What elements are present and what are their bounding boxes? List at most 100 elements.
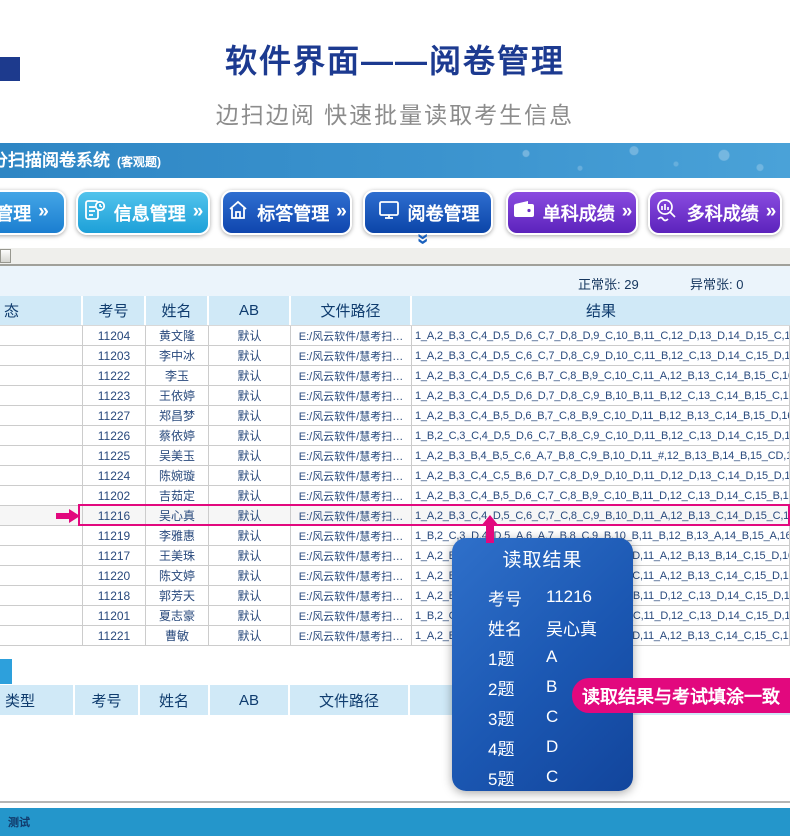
cell-file-path: E:/风云软件/慧考扫…: [291, 466, 412, 485]
table-row[interactable]: 11222 李玉 默认 E:/风云软件/慧考扫… 1_A,2_B,3_C,4_D…: [0, 366, 790, 386]
cell-name: 王美珠: [146, 546, 209, 565]
cell-status: [0, 386, 83, 405]
cell-exam-no: 11204: [83, 326, 146, 345]
cell-status: [0, 526, 83, 545]
table-row[interactable]: 11221 曹敏 默认 E:/风云软件/慧考扫… 1_A,2_B,3_C,4_D…: [0, 626, 790, 646]
cell-file-path: E:/风云软件/慧考扫…: [291, 426, 412, 445]
table-row[interactable]: 11217 王美珠 默认 E:/风云软件/慧考扫… 1_A,2_B,3_C,4_…: [0, 546, 790, 566]
table-row[interactable]: 11224 陈婉璇 默认 E:/风云软件/慧考扫… 1_A,2_B,3_C,4_…: [0, 466, 790, 486]
cell-file-path: E:/风云软件/慧考扫…: [291, 386, 412, 405]
cell-status: [0, 566, 83, 585]
nav-button-info-management[interactable]: 信息管理 »: [76, 190, 210, 235]
cell-result: 1_A,2_B,3_C,4_D,5_D,6_C,7_D,8_D,9_C,10_B…: [412, 326, 790, 345]
cell-file-path: E:/风云软件/慧考扫…: [291, 506, 412, 525]
annotation-callout: 读取结果与考试填涂一致: [572, 678, 790, 713]
nav-button-single-subject-scores[interactable]: 单科成绩 »: [506, 190, 638, 235]
cell-exam-no: 11202: [83, 486, 146, 505]
table-row[interactable]: 11218 郭芳天 默认 E:/风云软件/慧考扫… 1_A,2_B,3_C,4_…: [0, 586, 790, 606]
scan-status-bar: 正常张: 29 异常张: 0: [0, 266, 790, 296]
table-row[interactable]: 11204 黄文隆 默认 E:/风云软件/慧考扫… 1_A,2_B,3_C,4_…: [0, 326, 790, 346]
table-row[interactable]: 11227 郑昌梦 默认 E:/风云软件/慧考扫… 1_A,2_B,3_C,4_…: [0, 406, 790, 426]
cell-status: [0, 506, 83, 525]
cell-name: 李雅惠: [146, 526, 209, 545]
status-bar: 测试: [0, 808, 790, 836]
popup-row-value: D: [546, 737, 559, 756]
table-row[interactable]: 11223 王依婷 默认 E:/风云软件/慧考扫… 1_A,2_B,3_C,4_…: [0, 386, 790, 406]
cell-file-path: E:/风云软件/慧考扫…: [291, 346, 412, 365]
cell-ab: 默认: [209, 566, 291, 585]
column-header-exam-no: 考号: [75, 685, 140, 715]
column-header-file-path: 文件路径: [290, 685, 410, 715]
main-navigation: 管理 » 信息管理 » 标答管理 » 阅卷管理: [0, 178, 790, 248]
cell-result: 1_A,2_B,3_C,4_B,5_D,6_B,7_C,8_B,9_C,10_D…: [412, 406, 790, 425]
cell-name: 王依婷: [146, 386, 209, 405]
chevron-right-icon: »: [336, 200, 347, 222]
horizontal-scrollbar[interactable]: [0, 248, 790, 266]
corner-decoration: [0, 57, 20, 81]
cell-exam-no: 11224: [83, 466, 146, 485]
cell-result: 1_A,2_B,3_C,4_D,5_C,6_C,7_D,8_C,9_D,10_C…: [412, 346, 790, 365]
cell-status: [0, 326, 83, 345]
column-header-exam-no: 考号: [83, 296, 146, 325]
table-row[interactable]: 11201 夏志豪 默认 E:/风云软件/慧考扫… 1_B,2_C,3_C,4_…: [0, 606, 790, 626]
table-row[interactable]: 11219 李雅惠 默认 E:/风云软件/慧考扫… 1_B,2_C,3_D,4_…: [0, 526, 790, 546]
cell-status: [0, 546, 83, 565]
popup-row-value: 吴心真: [546, 619, 597, 639]
cell-ab: 默认: [209, 466, 291, 485]
cell-result: 1_A,2_B,3_C,4_D,5_C,6_B,7_C,8_B,9_C,10_C…: [412, 366, 790, 385]
nav-button-answer-management[interactable]: 标答管理 »: [221, 190, 352, 235]
nav-button-management[interactable]: 管理 »: [0, 190, 66, 235]
table-row[interactable]: 11216 吴心真 默认 E:/风云软件/慧考扫… 1_A,2_B,3_C,4_…: [0, 504, 790, 526]
table-row[interactable]: 11203 李中冰 默认 E:/风云软件/慧考扫… 1_A,2_B,3_C,4_…: [0, 346, 790, 366]
app-name-suffix: (客观题): [117, 155, 161, 169]
cell-status: [0, 446, 83, 465]
cell-name: 郭芳天: [146, 586, 209, 605]
cell-result: 1_A,2_B,3_B,4_B,5_C,6_A,7_B,8_C,9_B,10_D…: [412, 446, 790, 465]
cell-status: [0, 426, 83, 445]
nav-label: 标答管理: [257, 203, 330, 224]
nav-label: 管理: [0, 203, 32, 224]
column-header-ab: AB: [209, 296, 291, 325]
cell-status: [0, 626, 83, 645]
popup-row: 姓名 吴心真: [488, 612, 633, 642]
cell-name: 李中冰: [146, 346, 209, 365]
table-row[interactable]: 11226 蔡依婷 默认 E:/风云软件/慧考扫… 1_B,2_C,3_C,4_…: [0, 426, 790, 446]
popup-row-value: B: [546, 677, 558, 696]
table-row[interactable]: 11220 陈文婷 默认 E:/风云软件/慧考扫… 1_A,2_B,3_C,4_…: [0, 566, 790, 586]
cell-status: [0, 406, 83, 425]
cell-file-path: E:/风云软件/慧考扫…: [291, 546, 412, 565]
nav-button-multi-subject-scores[interactable]: 多科成绩 »: [648, 190, 782, 235]
cell-name: 郑昌梦: [146, 406, 209, 425]
popup-row: 5题 C: [488, 762, 633, 792]
cell-ab: 默认: [209, 346, 291, 365]
scrollbar-thumb[interactable]: [0, 249, 11, 263]
popup-row-value: 11216: [546, 587, 593, 606]
cell-name: 夏志豪: [146, 606, 209, 625]
panel-tab[interactable]: [0, 659, 12, 684]
cell-result: 1_A,2_B,3_C,4_C,5_B,6_D,7_C,8_D,9_D,10_D…: [412, 466, 790, 485]
nav-label: 单科成绩: [542, 203, 615, 224]
cell-result: 1_B,2_C,3_C,4_D,5_D,6_C,7_B,8_C,9_C,10_D…: [412, 426, 790, 445]
table-row[interactable]: 11225 吴美玉 默认 E:/风云软件/慧考扫… 1_A,2_B,3_B,4_…: [0, 446, 790, 466]
monitor-icon: [377, 198, 401, 227]
table-row[interactable]: 11202 吉茹定 默认 E:/风云软件/慧考扫… 1_A,2_B,3_C,4_…: [0, 486, 790, 506]
cell-status: [0, 486, 83, 505]
cell-ab: 默认: [209, 586, 291, 605]
cell-status: [0, 606, 83, 625]
cell-result: 1_A,2_B,3_C,4_D,5_C,6_C,7_C,8_C,9_B,10_D…: [412, 506, 790, 525]
cell-name: 蔡依婷: [146, 426, 209, 445]
nav-label: 多科成绩: [686, 203, 759, 224]
column-header-file-path: 文件路径: [291, 296, 412, 325]
cell-status: [0, 586, 83, 605]
cell-ab: 默认: [209, 606, 291, 625]
cell-status: [0, 346, 83, 365]
popup-row-value: A: [546, 647, 558, 666]
clipboard-clock-icon: [83, 198, 107, 227]
popup-row-value: C: [546, 707, 559, 726]
cell-file-path: E:/风云软件/慧考扫…: [291, 566, 412, 585]
nav-button-grading-management[interactable]: 阅卷管理: [363, 190, 493, 235]
cell-name: 陈婉璇: [146, 466, 209, 485]
hero-section: 软件界面——阅卷管理 边扫边阅 快速批量读取考生信息: [0, 0, 790, 143]
status-bar-text: 测试: [8, 817, 30, 829]
abnormal-sheet-count: 异常张: 0: [690, 277, 744, 292]
